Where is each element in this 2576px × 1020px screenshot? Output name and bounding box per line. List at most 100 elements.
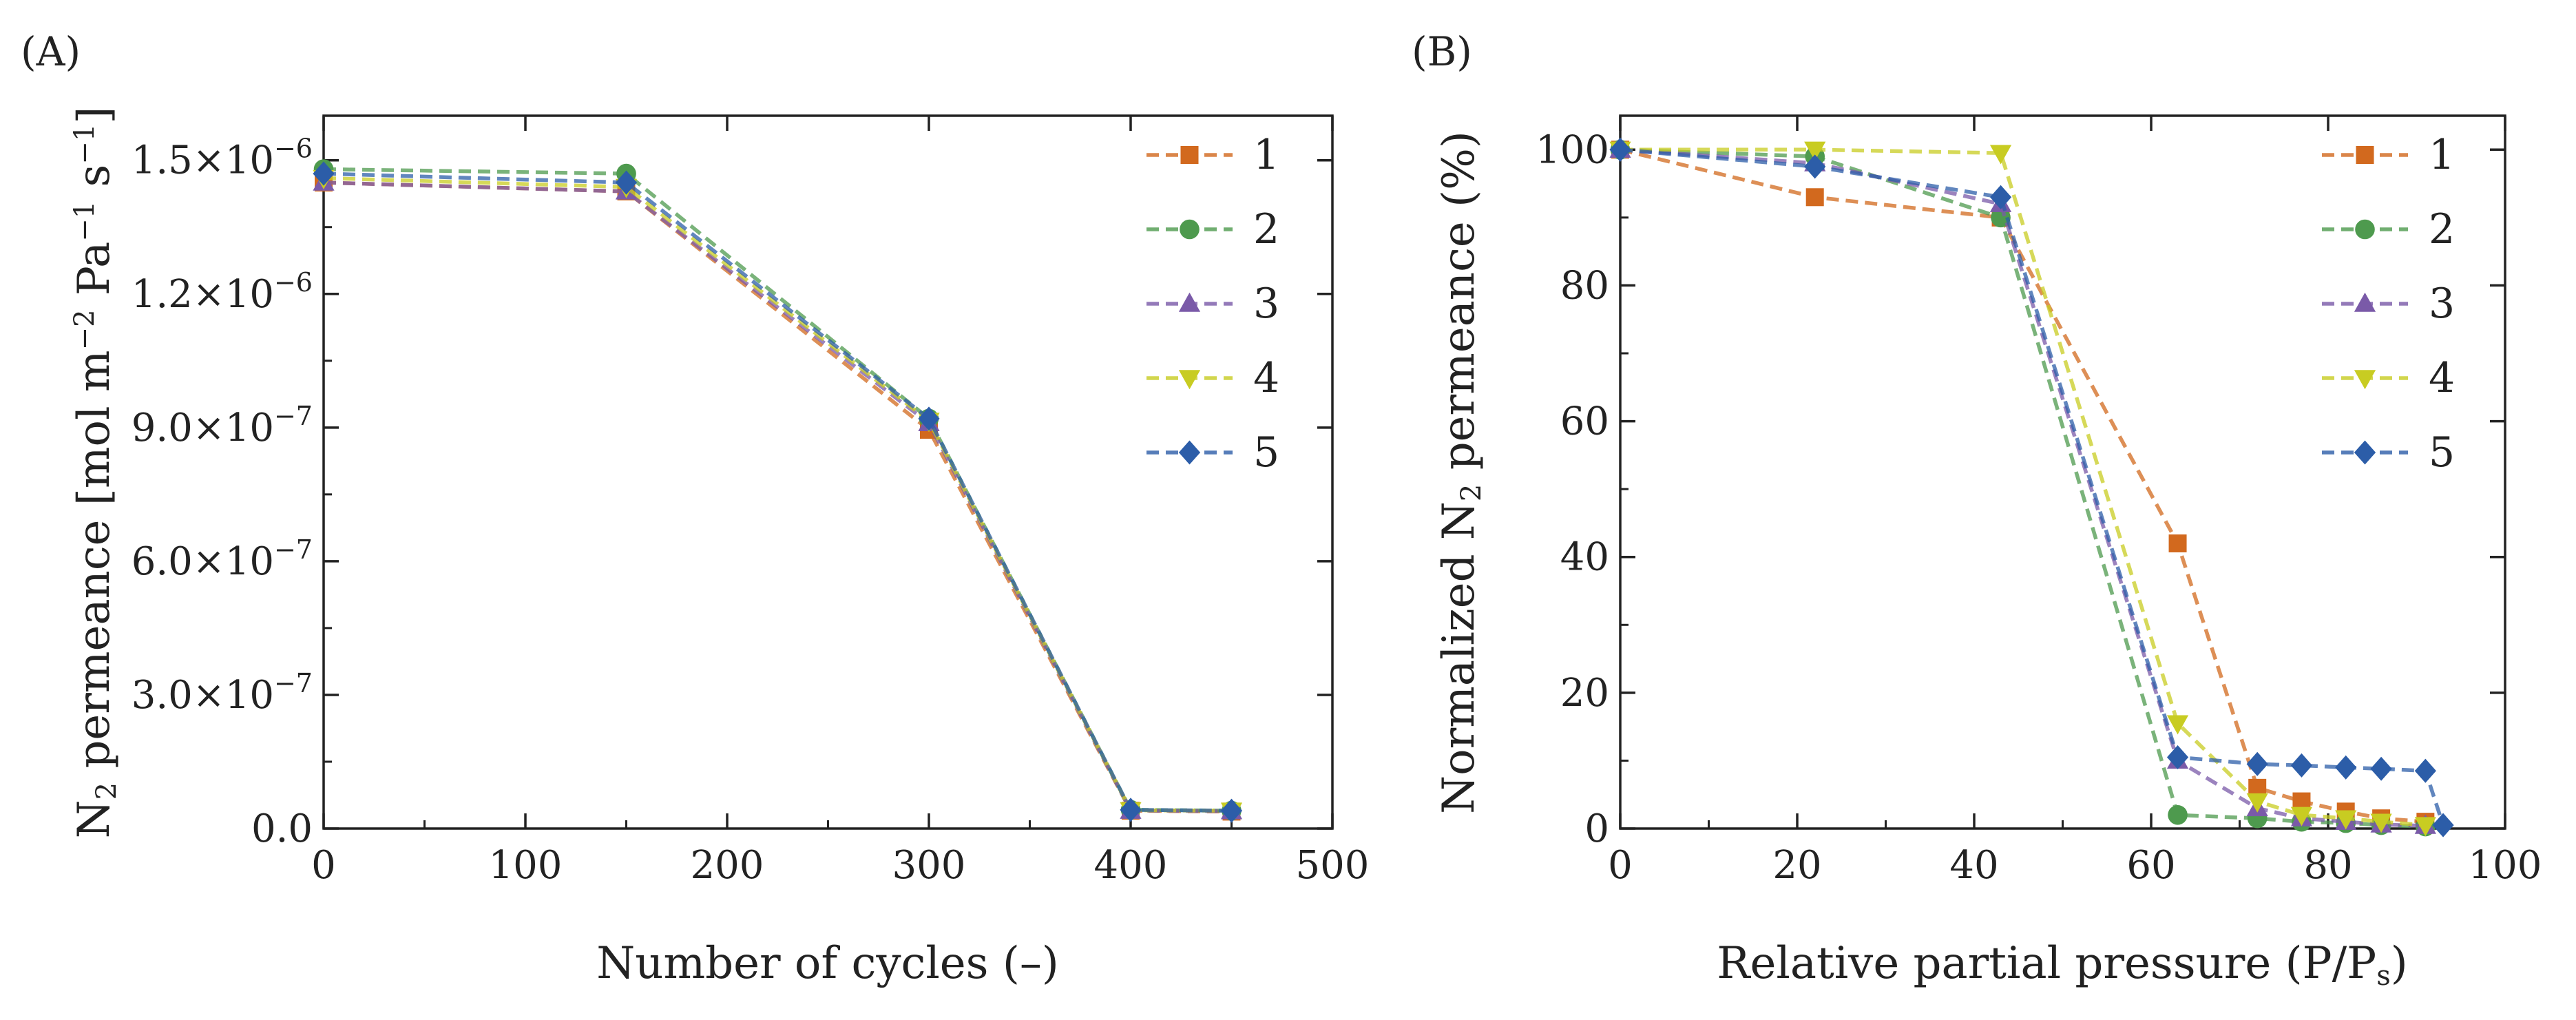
panel-a-legend-item-3: 3 (1146, 280, 1279, 328)
panel-a-x-tick-label: 500 (1296, 843, 1370, 888)
panel-a-legend-item-2: 2 (1146, 205, 1279, 253)
panel-b-series-4-point (1989, 145, 2012, 165)
panel-b-legend-item-2: 2 (2322, 205, 2455, 253)
panel-b-legend-item-5: 5 (2322, 428, 2455, 477)
panel-a-series-5-point (615, 170, 638, 195)
panel-b-legend-marker (2355, 219, 2375, 240)
panel-b-y-axis-title: Normalized N2 permeance (%) (1434, 131, 1487, 814)
panel-a-x-tick-label: 200 (691, 843, 764, 888)
panel-b-legend: 1 2 3 4 5 (2322, 131, 2455, 477)
panel-b-x-tick-label: 100 (2469, 843, 2542, 888)
panel-a-x-tick-label: 400 (1094, 843, 1168, 888)
panel-b-legend-label: 5 (2429, 428, 2455, 477)
panel-b: (B) 0 20 40 60 80 100 0 20 40 60 80 100 1 2 3 4 5 Relat… (1412, 28, 2542, 992)
panel-b-series-1-line (1620, 147, 2426, 824)
panel-a-series-5-point (1220, 798, 1243, 823)
panel-b-x-tick-label: 20 (1772, 843, 1821, 888)
panel-a-y-tick-label: 3.0×10−7 (132, 668, 313, 718)
panel-a-legend: 1 2 3 4 5 (1146, 131, 1279, 477)
panel-b-x-tick-label: 60 (2126, 843, 2175, 888)
panel-a-x-axis-title: Number of cycles (–) (596, 938, 1059, 989)
panel-b-legend-label: 4 (2429, 354, 2455, 402)
panel-a-y-tick-label: 1.5×10−6 (132, 134, 313, 183)
panel-a-legend-label: 5 (1253, 428, 1279, 477)
panel-a-y-tick-label: 1.2×10−6 (132, 267, 313, 317)
panel-b-legend-marker (2354, 370, 2376, 390)
panel-a-legend-item-4: 4 (1146, 354, 1279, 402)
panel-b-series-2-point (2168, 804, 2188, 825)
panel-b-y-tick-label: 80 (1560, 263, 1609, 308)
panel-b-series-5-point (1609, 137, 1631, 162)
panel-b-legend-marker (2356, 146, 2374, 164)
panel-b-series-1 (1611, 140, 2435, 831)
panel-a-x-tick-label: 0 (311, 843, 336, 888)
panel-b-series-5-point (2246, 751, 2268, 776)
panel-a-legend-marker (1178, 292, 1201, 312)
panel-b-legend-label: 1 (2429, 131, 2455, 179)
panel-b-series-3-line (1620, 147, 2426, 828)
panel-a-y-tick-label: 6.0×10−7 (132, 534, 313, 584)
panel-a-legend-label: 4 (1253, 354, 1279, 402)
panel-b-x-tick-label: 40 (1949, 843, 1998, 888)
panel-a-legend-item-5: 5 (1146, 428, 1279, 477)
panel-b-series-2-point (1991, 207, 2011, 228)
panel-a-y-tick-label: 0.0 (251, 806, 313, 851)
panel-b-series-1-point (1805, 188, 1824, 207)
panel-a-series-5-point (1120, 798, 1142, 822)
panel-b-series-4-point (2246, 793, 2268, 813)
panel-a-series-1 (315, 174, 1241, 821)
panel-b-series-5-point (2335, 755, 2357, 780)
panel-a-letter: (A) (21, 28, 81, 75)
panel-a-x-tick-label: 100 (489, 843, 563, 888)
panel-b-series-4 (1609, 141, 2436, 837)
panel-a-y-tick-label: 9.0×10−7 (132, 401, 313, 450)
panel-b-series-5-line (1620, 147, 2445, 826)
panel-b-frame (1619, 114, 2506, 830)
panel-a-series-5-point (313, 161, 335, 186)
panel-a-legend-label: 1 (1253, 131, 1279, 179)
panel-a-series-1-line (323, 180, 1232, 814)
panel-b-series-2 (1610, 139, 2436, 837)
panel-b-series-5-point (2432, 813, 2454, 837)
panel-b-legend-marker (2354, 440, 2376, 465)
panel-b-x-tick-label: 0 (1608, 843, 1633, 888)
panel-b-series-5-point (2414, 758, 2436, 783)
panel-a-legend-item-1: 1 (1146, 131, 1279, 179)
panel-b-series-1-point (2168, 534, 2187, 552)
panel-b-x-tick-label: 80 (2303, 843, 2352, 888)
panel-a-legend-label: 3 (1253, 280, 1279, 328)
panel-b-series-4-point (1804, 141, 1826, 161)
panel-b-y-tick-label: 20 (1560, 671, 1609, 716)
panel-b-y-tick-label: 100 (1536, 127, 1609, 172)
panel-b-series-5-point (2370, 756, 2392, 781)
panel-b-series-5-point (2290, 753, 2313, 778)
panel-a-x-tick-label: 300 (892, 843, 966, 888)
panel-b-series-5-point (2166, 745, 2189, 770)
panel-b-legend-label: 2 (2429, 205, 2455, 253)
panel-a-series-3 (313, 171, 1243, 820)
panel-b-series-2-line (1620, 147, 2426, 829)
panel-b-legend-item-3: 3 (2322, 280, 2455, 328)
panel-b-letter: (B) (1412, 28, 1472, 75)
panel-b-series-3 (1609, 138, 2436, 834)
panel-a-series-5-line (323, 171, 1232, 813)
panel-a-legend-marker (1178, 440, 1201, 465)
panel-a-series-5 (313, 161, 1243, 823)
panel-a-frame (322, 114, 1334, 830)
panel-a-series-3-line (323, 180, 1232, 813)
panel-a-series-2 (313, 159, 1242, 821)
panel-a-legend-marker (1180, 219, 1200, 240)
panel-b-series-4-point (2335, 810, 2357, 830)
panel-a-legend-label: 2 (1253, 205, 1279, 253)
panel-b-series-4-point (2290, 806, 2313, 826)
panel-b-y-tick-label: 0 (1584, 806, 1609, 851)
panel-b-y-tick-label: 40 (1560, 535, 1609, 580)
panel-b-series-5-point (1989, 185, 2012, 209)
panel-b-x-axis-title: Relative partial pressure (P/Ps) (1717, 938, 2407, 992)
panel-a-y-axis-title: N2 permeance [mol m−2 Pa−1 s−1] (69, 107, 123, 839)
panel-a: (A) 0 100 200 300 400 500 0.0 3.0×10−7 6.0×10−7 9… (21, 28, 1369, 989)
panel-b-series-4-point (2414, 817, 2436, 837)
panel-b-y-tick-label: 60 (1560, 399, 1609, 444)
panel-b-legend-marker (2354, 292, 2376, 312)
panel-b-series-4-point (2370, 813, 2392, 833)
